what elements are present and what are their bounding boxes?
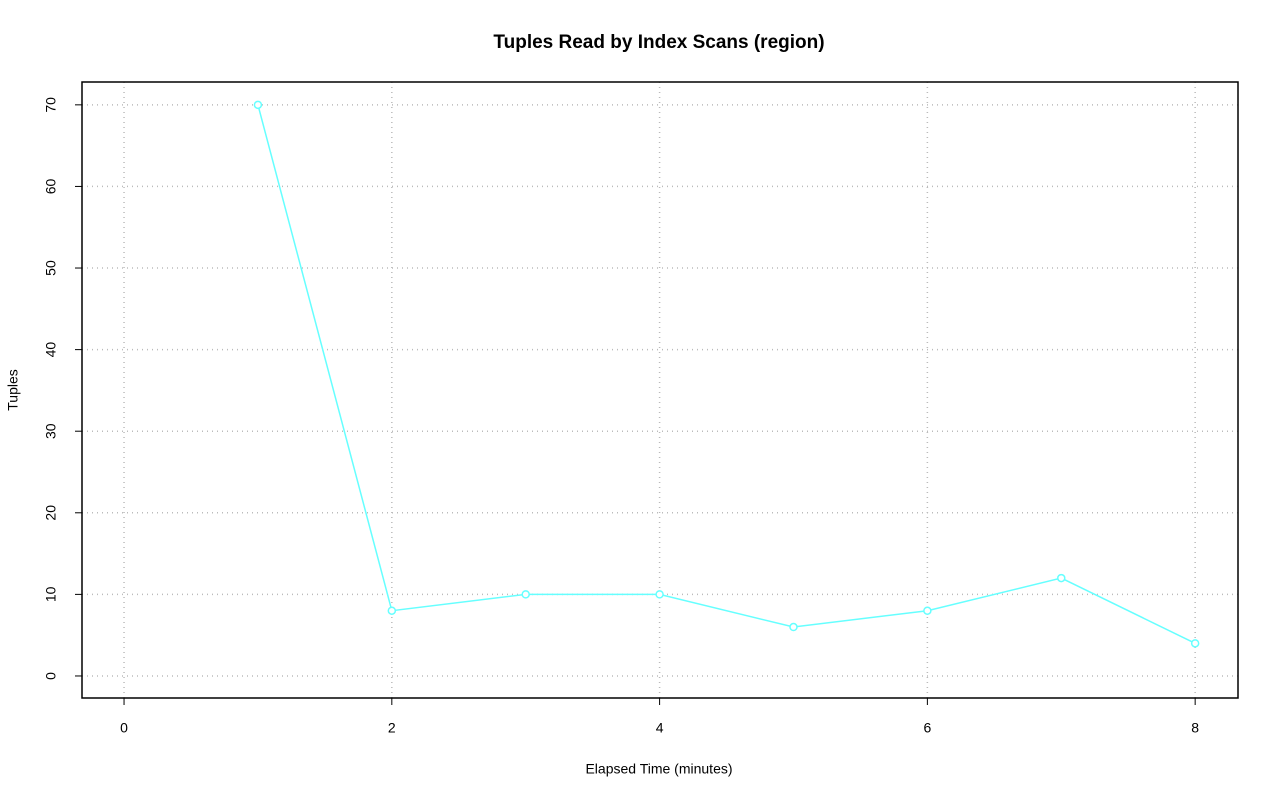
y-tick-label: 70	[43, 97, 59, 113]
data-point	[521, 590, 530, 599]
data-point	[923, 606, 932, 615]
y-tick-label: 60	[43, 178, 59, 194]
y-tick-label: 50	[43, 260, 59, 276]
x-tick-label: 6	[923, 720, 931, 736]
x-tick-label: 8	[1191, 720, 1199, 736]
y-tick-label: 30	[43, 423, 59, 439]
y-axis-label: Tuples	[5, 369, 21, 411]
data-point	[789, 622, 798, 632]
data-point	[387, 606, 397, 615]
data-point	[1057, 573, 1066, 583]
data-point	[655, 590, 664, 599]
y-tick-label: 20	[43, 505, 59, 521]
y-tick-label: 0	[43, 672, 59, 680]
data-point	[253, 100, 263, 110]
chart-title: Tuples Read by Index Scans (region)	[493, 32, 824, 53]
x-tick-label: 0	[120, 720, 128, 736]
x-axis-label: Elapsed Time (minutes)	[585, 761, 732, 777]
y-tick-label: 40	[43, 342, 59, 358]
data-point	[1190, 639, 1200, 648]
data-line	[257, 104, 1196, 645]
x-tick-label: 2	[388, 720, 396, 736]
plot-frame	[81, 81, 1239, 699]
x-tick-label: 4	[656, 720, 664, 736]
y-tick-label: 10	[43, 586, 59, 602]
